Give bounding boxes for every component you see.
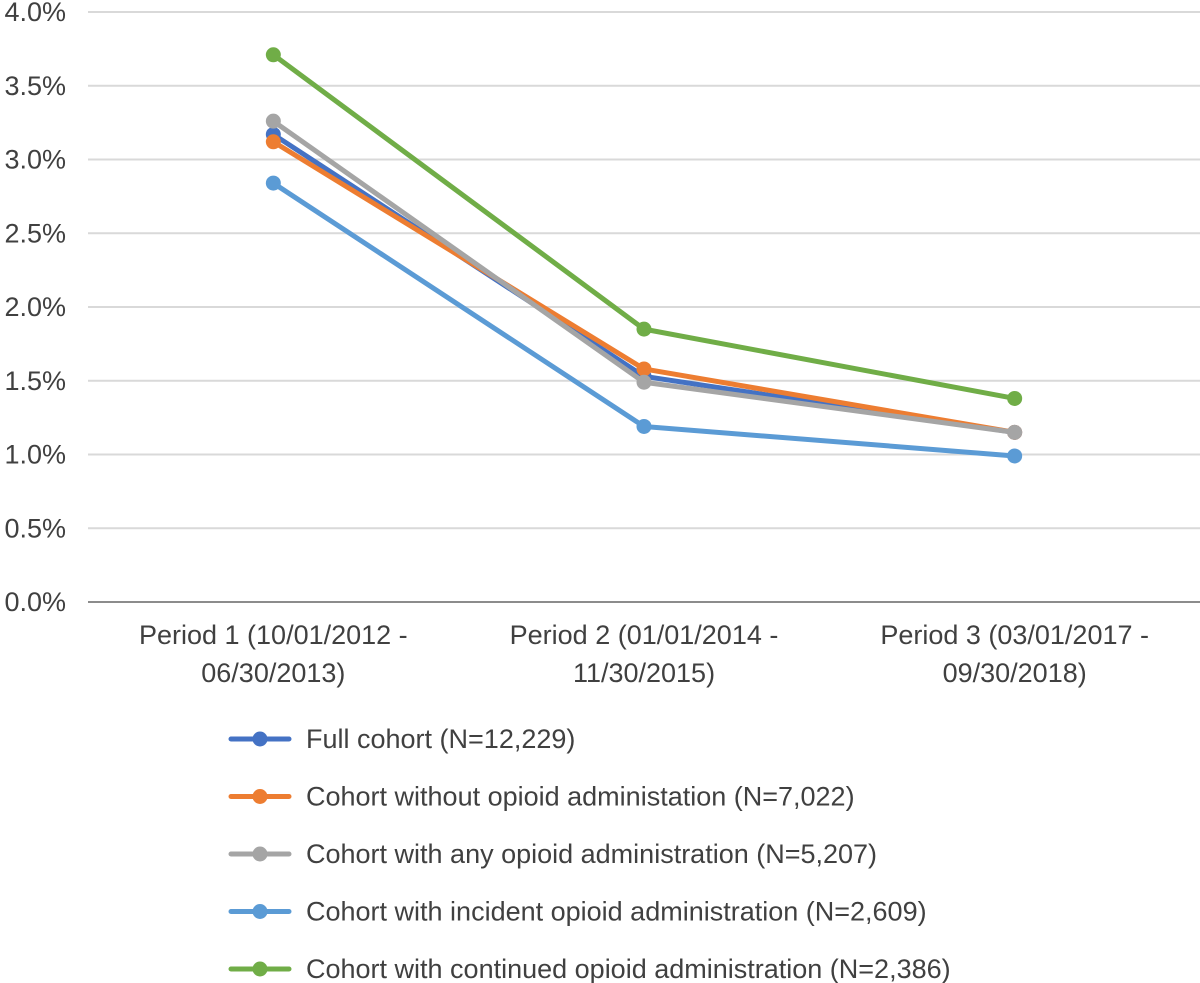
legend-swatch-marker [252, 961, 268, 977]
legend-label: Cohort with incident opioid administrati… [306, 897, 927, 927]
legend-swatch-marker [252, 904, 268, 919]
data-point [265, 113, 281, 129]
legend-label: Cohort with any opioid administration (N… [306, 839, 877, 869]
x-category-label: Period 2 (01/01/2014 - 11/30/2015) [510, 620, 779, 688]
legend-item: Cohort with incident opioid administrati… [228, 897, 927, 927]
data-point [1007, 448, 1023, 464]
y-tick-label: 4.0% [4, 0, 66, 27]
data-point [636, 374, 652, 390]
y-tick-label: 3.0% [4, 145, 66, 175]
series-group [265, 47, 1023, 464]
legend-label: Cohort without opioid administation (N=7… [306, 782, 855, 812]
data-point [265, 134, 281, 150]
x-category-label-line: 06/30/2013) [201, 658, 345, 688]
x-axis-category-labels: Period 1 (10/01/2012 -06/30/2013)Period … [139, 620, 1149, 688]
x-category-label-line: 11/30/2015) [573, 658, 715, 688]
x-category-label-line: Period 3 (03/01/2017 - [880, 620, 1149, 650]
data-point [265, 47, 281, 63]
y-tick-label: 3.5% [4, 71, 66, 101]
x-category-label: Period 1 (10/01/2012 - 06/30/2013) [139, 620, 408, 688]
legend-swatch-marker [252, 731, 268, 747]
series-4 [265, 175, 1023, 464]
series-2 [265, 134, 1023, 440]
y-tick-label: 0.5% [4, 513, 66, 543]
gridlines [88, 11, 1200, 530]
legend-item: Cohort with continued opioid administrat… [228, 954, 951, 983]
y-tick-label: 1.0% [4, 440, 66, 470]
data-point [636, 418, 652, 434]
y-tick-label: 0.0% [4, 587, 66, 617]
y-axis-tick-labels: 0.0% 0.5% 1.0% 1.5% 2.0% 2.5% 3.0% 3.5% 4.0% [4, 0, 66, 617]
legend: Full cohort (N=12,229) Cohort without opi… [228, 724, 951, 983]
series-line [270, 52, 1018, 401]
data-point [1007, 390, 1023, 406]
legend-label: Cohort with continued opioid administrat… [306, 954, 951, 983]
y-tick-label: 2.0% [4, 292, 66, 322]
legend-item: Full cohort (N=12,229) [228, 724, 575, 754]
legend-item: Cohort with any opioid administration (N… [228, 839, 877, 869]
x-category-label: Period 3 (03/01/2017 - 09/30/2018) [880, 620, 1149, 688]
data-point [636, 361, 652, 377]
x-category-label-line: 09/30/2018) [943, 658, 1087, 688]
series-1 [265, 126, 1023, 440]
series-3 [265, 113, 1023, 440]
data-point [265, 175, 281, 191]
legend-item: Cohort without opioid administation (N=7… [228, 782, 855, 812]
x-category-label-line: Period 1 (10/01/2012 - [139, 620, 408, 650]
series-5 [265, 47, 1023, 406]
x-category-label-line: Period 2 (01/01/2014 - [510, 620, 779, 650]
legend-label: Full cohort (N=12,229) [306, 724, 575, 754]
data-point [636, 321, 652, 337]
y-tick-label: 2.5% [4, 218, 66, 248]
y-tick-label: 1.5% [4, 366, 66, 396]
data-point [1007, 424, 1023, 440]
legend-swatch-marker [252, 846, 268, 862]
legend-swatch-marker [252, 789, 268, 804]
